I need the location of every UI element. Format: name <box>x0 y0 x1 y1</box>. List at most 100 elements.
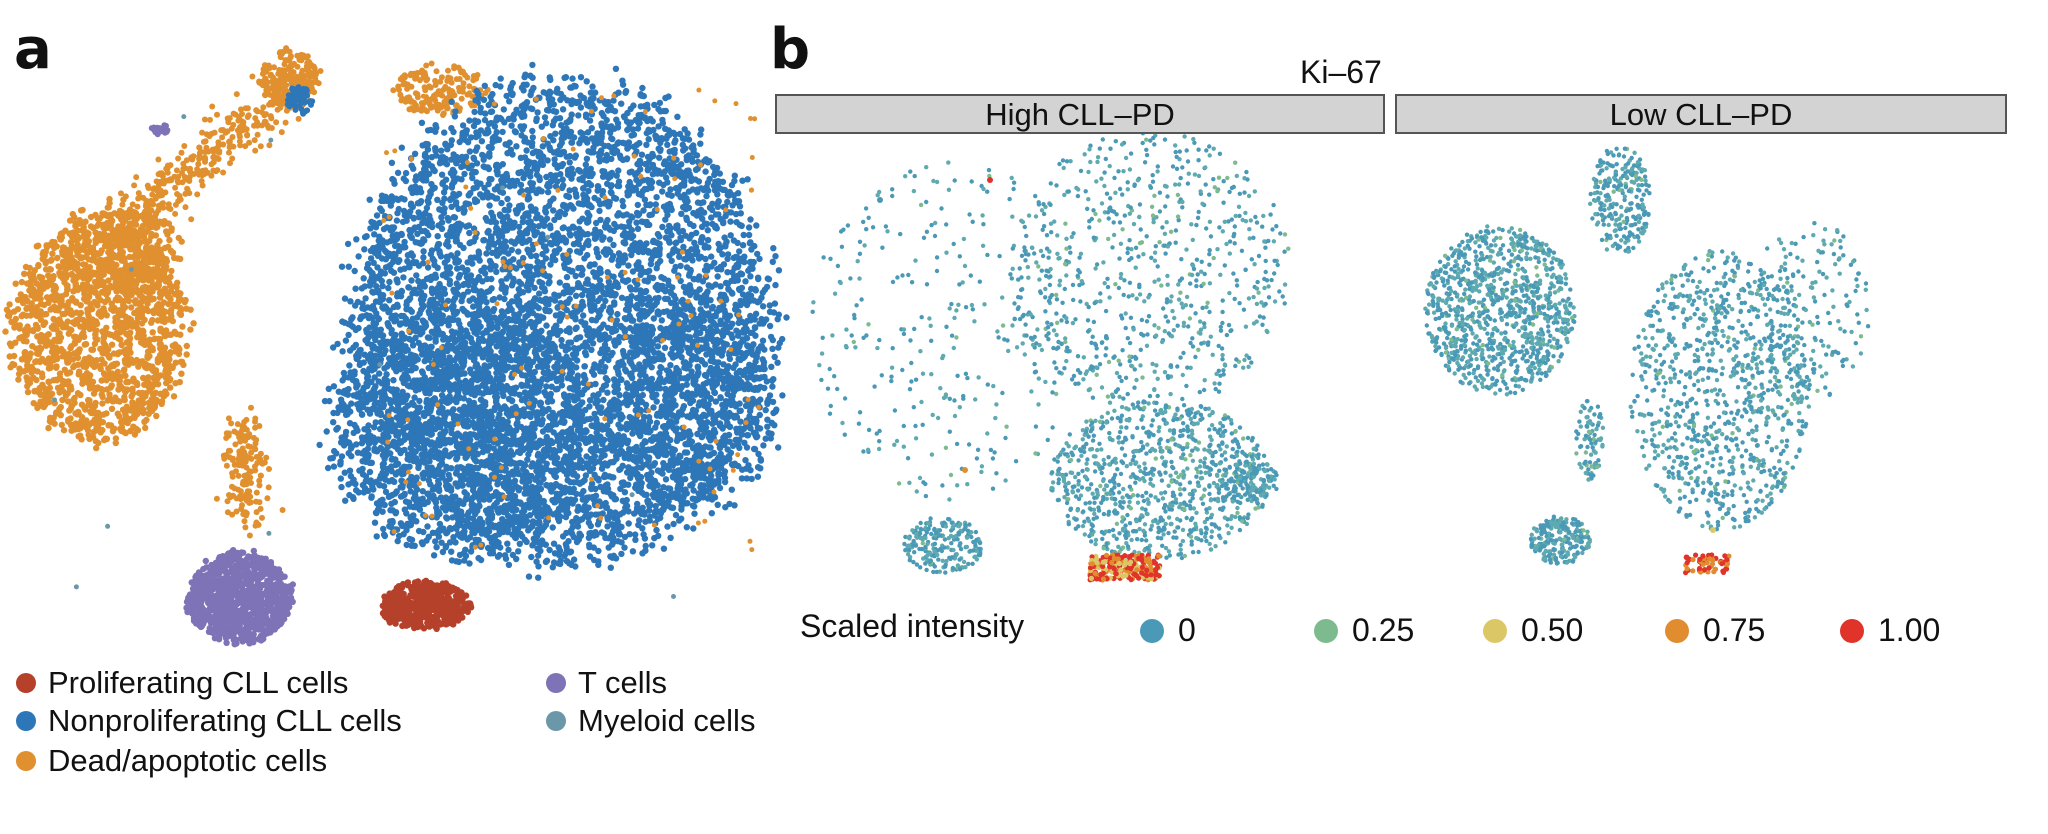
nonproliferating-cell-point <box>600 530 608 537</box>
dead-cell-point <box>99 212 107 219</box>
nonproliferating-cell-point <box>543 215 551 222</box>
dead-cell-point <box>466 83 473 90</box>
dead-cell-point <box>131 298 139 305</box>
dead-cell-point <box>156 352 164 359</box>
dead-cell-point <box>213 495 220 502</box>
dead-cell-point <box>61 310 68 317</box>
dead-cell-point <box>68 402 76 409</box>
dead-cell-point <box>111 333 119 340</box>
nonproliferating-cell-point <box>345 263 352 270</box>
nonproliferating-cell-point <box>736 248 743 255</box>
dead-cell-point <box>157 170 164 177</box>
dead-cell-point <box>47 414 54 421</box>
dead-cell-point <box>42 260 49 267</box>
dead-cell-point <box>186 190 193 197</box>
nonproliferating-cell-point <box>469 174 476 182</box>
nonproliferating-cell-point <box>394 169 402 176</box>
dead-cell-point <box>62 392 70 399</box>
dead-cell-point <box>259 122 265 129</box>
nonproliferating-cell-point <box>664 523 671 530</box>
dead-cell-point <box>62 227 69 234</box>
dead-cell-point <box>242 452 249 459</box>
dead-cell-point <box>203 144 210 151</box>
dead-cell-point <box>103 225 110 232</box>
dead-cell-point <box>168 227 175 234</box>
dead-cell-point <box>133 174 140 181</box>
dead-cell-point <box>263 66 270 73</box>
nonproliferating-cell-point <box>606 236 614 243</box>
dead-cell-point <box>94 223 101 229</box>
dead-cell-point <box>113 360 121 367</box>
nonproliferating-cell-point <box>634 125 642 132</box>
dead-cell-point <box>238 106 244 113</box>
dead-cell-point <box>235 472 242 479</box>
dead-cell-point <box>157 246 165 254</box>
dead-cell-point <box>234 430 241 437</box>
dead-cell-point <box>459 88 466 95</box>
dead-cell-point <box>103 410 110 417</box>
dead-cell-point <box>140 273 147 281</box>
nonproliferating-cell-point <box>543 322 550 329</box>
dead-cell-point <box>256 79 263 86</box>
dead-cell-point <box>298 51 305 58</box>
dead-cell-point <box>47 306 54 313</box>
dead-cell-point <box>59 258 67 265</box>
nonproliferating-cell-point <box>304 107 311 114</box>
dead-cell-point <box>263 87 270 94</box>
dead-cell-point <box>135 190 142 197</box>
nonproliferating-cell-point <box>352 285 359 292</box>
dead-cell-point <box>134 203 141 210</box>
dead-cell-point <box>176 378 183 386</box>
dead-cell-point <box>69 356 77 363</box>
dead-cell-point <box>122 193 129 200</box>
dead-cell-point <box>153 412 160 420</box>
dead-cell-point <box>140 328 147 335</box>
nonproliferating-cell-point <box>291 93 298 100</box>
dead-cell-point <box>208 130 215 137</box>
nonproliferating-cell-point <box>626 284 634 291</box>
dead-cell-point <box>76 368 83 375</box>
nonproliferating-cell-point <box>573 324 580 331</box>
dead-cell-point <box>433 68 440 75</box>
dead-cell-point <box>172 201 179 208</box>
nonproliferating-cell-point <box>408 250 415 257</box>
dead-cell-point <box>225 430 232 437</box>
nonproliferating-cell-point <box>660 545 668 552</box>
dead-cell-point <box>157 345 164 352</box>
dead-cell-point <box>162 278 169 285</box>
dead-cell-point <box>83 298 90 305</box>
dead-cell-point <box>204 169 211 176</box>
dead-cell-point <box>117 273 124 280</box>
dead-cell-point <box>435 101 442 108</box>
dead-cell-point <box>176 196 183 203</box>
dead-cell-point <box>306 69 313 76</box>
dead-cell-point <box>121 393 128 401</box>
dead-cell-point <box>274 100 281 107</box>
dead-cell-point <box>215 148 222 155</box>
dead-cell-point <box>76 315 83 322</box>
nonproliferating-cell-point <box>549 524 556 531</box>
dead-cell-point <box>48 293 56 300</box>
dead-cell-point <box>16 325 23 332</box>
dead-cell-point <box>246 139 253 146</box>
dead-cell-point <box>18 312 25 320</box>
dead-cell-point <box>3 306 11 313</box>
nonproliferating-cell-point <box>739 177 746 184</box>
dead-cell-point <box>445 67 451 74</box>
dead-cell-point <box>183 351 190 358</box>
dead-cell-point <box>139 259 146 267</box>
dead-cell-point <box>145 383 152 390</box>
dead-cell-point <box>173 167 180 174</box>
nonproliferating-cell-point <box>680 243 687 251</box>
dead-cell-point <box>227 160 233 167</box>
dead-cell-point <box>418 69 424 76</box>
nonproliferating-cell-point <box>727 218 734 225</box>
nonproliferating-cell-point <box>614 310 621 318</box>
dead-cell-point <box>133 230 140 237</box>
dead-cell-point <box>107 384 114 391</box>
dead-cell-point <box>173 301 181 309</box>
dead-cell-point <box>397 91 404 98</box>
dead-cell-point <box>109 375 116 383</box>
nonproliferating-cell-point <box>604 389 611 396</box>
nonproliferating-cell-point <box>681 126 688 133</box>
